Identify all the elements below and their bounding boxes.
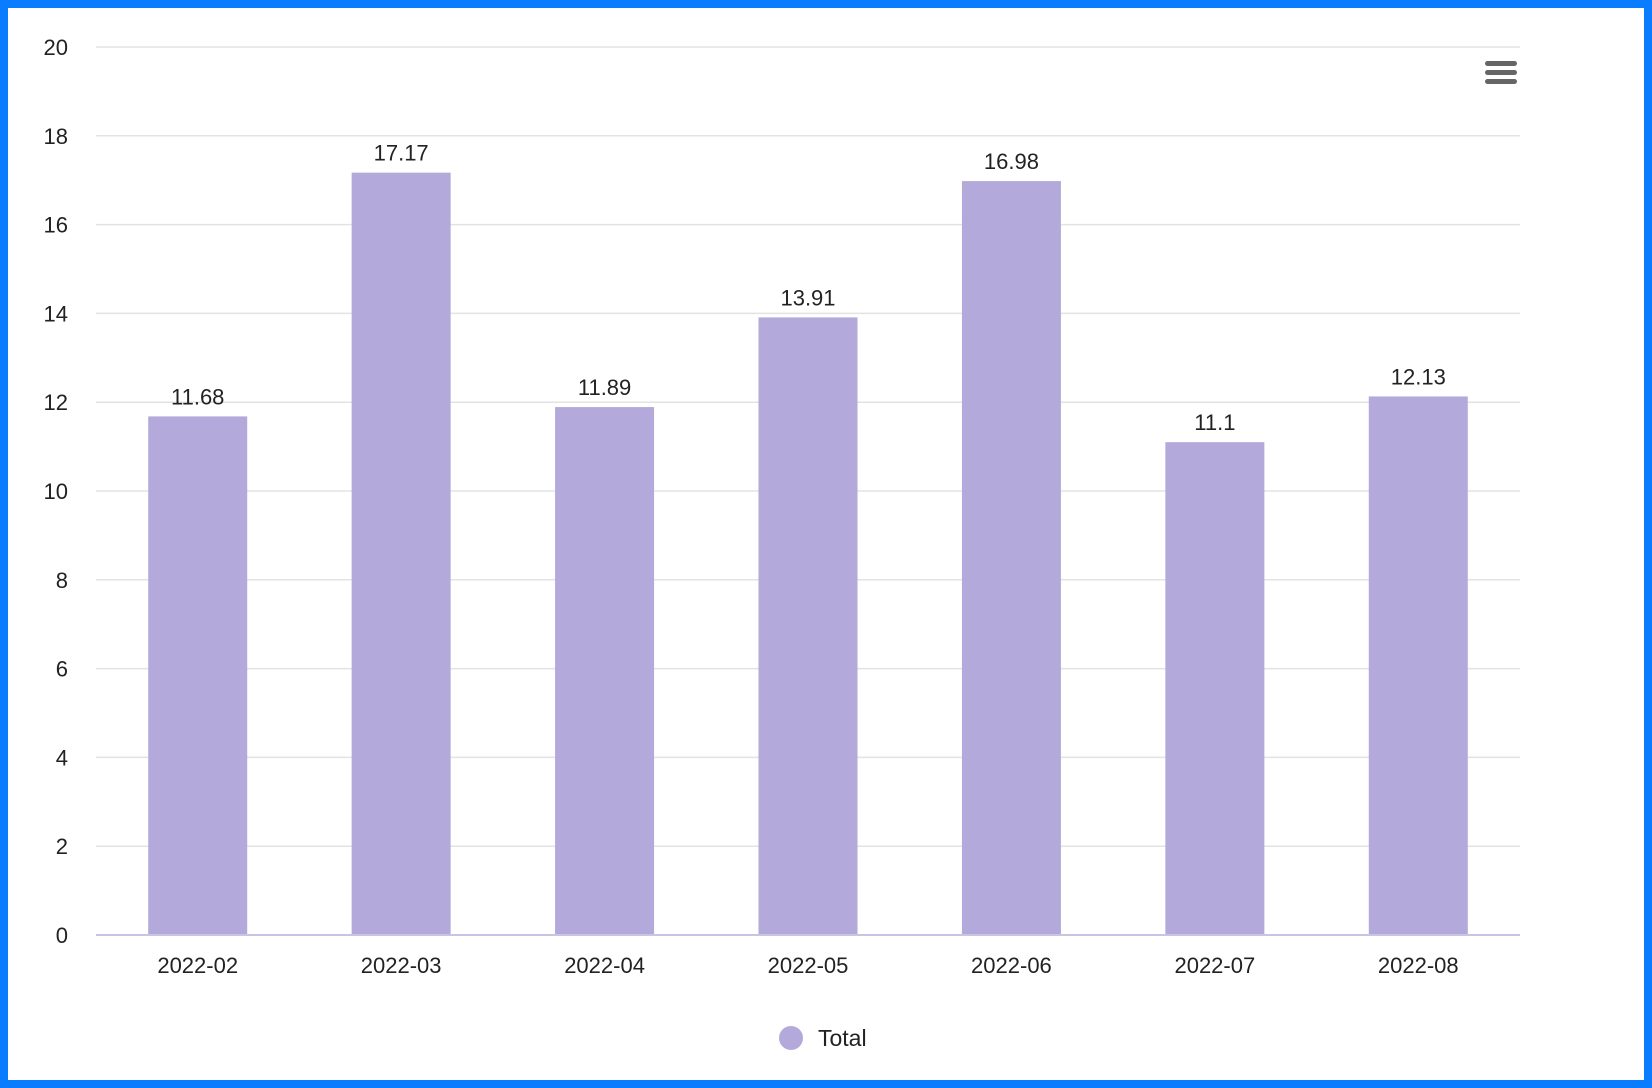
x-tick-label: 2022-06 xyxy=(971,953,1052,978)
data-label: 17.17 xyxy=(374,141,429,166)
bar-2022-08[interactable] xyxy=(1368,396,1468,936)
legend[interactable]: Total xyxy=(779,1025,867,1051)
y-tick-label: 8 xyxy=(56,568,68,593)
y-tick-label: 6 xyxy=(56,657,68,682)
y-tick-label: 2 xyxy=(56,834,68,859)
y-tick-label: 20 xyxy=(44,35,68,60)
bars xyxy=(148,172,1468,936)
bar-2022-05[interactable] xyxy=(758,317,858,935)
data-labels: 11.68 17.17 11.89 13.91 16.98 11.1 12.13 xyxy=(171,141,1446,436)
data-label: 12.13 xyxy=(1391,364,1446,389)
data-label: 11.68 xyxy=(171,384,224,409)
y-tick-label: 4 xyxy=(56,745,68,770)
y-tick-label: 14 xyxy=(44,301,68,326)
y-axis-ticks: 0 2 4 6 8 10 12 14 16 18 20 xyxy=(44,35,68,948)
x-tick-label: 2022-03 xyxy=(361,953,442,978)
x-tick-label: 2022-02 xyxy=(157,953,238,978)
x-tick-label: 2022-05 xyxy=(768,953,849,978)
y-tick-label: 10 xyxy=(44,479,68,504)
y-tick-label: 18 xyxy=(44,124,68,149)
x-tick-label: 2022-04 xyxy=(564,953,645,978)
bar-2022-03[interactable] xyxy=(351,172,451,936)
y-tick-label: 16 xyxy=(44,213,68,238)
y-tick-label: 12 xyxy=(44,390,68,415)
data-label: 11.1 xyxy=(1194,410,1235,435)
bar-2022-02[interactable] xyxy=(148,416,248,936)
x-axis-ticks: 2022-02 2022-03 2022-04 2022-05 2022-06 2022-… xyxy=(157,953,1458,978)
bar-chart: 0 2 4 6 8 10 12 14 16 18 20 11.68 17.17 11.89 13.91 16… xyxy=(44,35,1520,1051)
x-tick-label: 2022-07 xyxy=(1174,953,1255,978)
data-label: 16.98 xyxy=(984,149,1039,174)
chart-menu-button[interactable] xyxy=(1483,58,1519,88)
x-tick-label: 2022-08 xyxy=(1378,953,1459,978)
bar-2022-04[interactable] xyxy=(555,407,655,936)
hamburger-menu-icon[interactable] xyxy=(1485,61,1517,84)
legend-marker-icon[interactable] xyxy=(779,1026,803,1050)
y-tick-label: 0 xyxy=(56,923,68,948)
data-label: 11.89 xyxy=(578,375,631,400)
bar-2022-06[interactable] xyxy=(961,181,1061,935)
data-label: 13.91 xyxy=(780,285,835,310)
legend-label-total[interactable]: Total xyxy=(818,1025,867,1051)
bar-2022-07[interactable] xyxy=(1165,442,1265,935)
